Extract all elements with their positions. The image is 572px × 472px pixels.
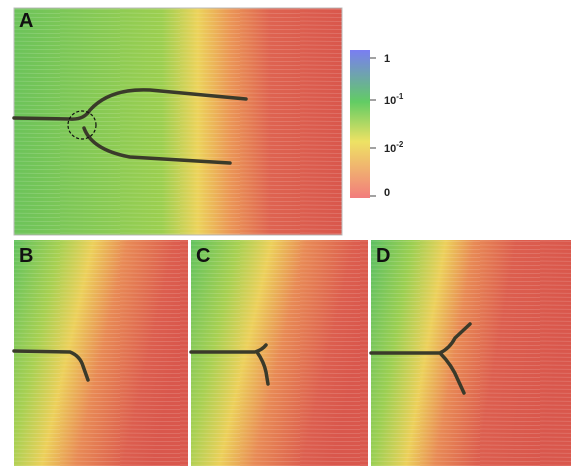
- panel-label: D: [376, 245, 390, 267]
- colorbar-tick-label: 10-2: [384, 140, 404, 155]
- panel-b: B: [14, 240, 188, 466]
- tick-exponent: -1: [396, 92, 404, 101]
- figure: A 1 10-1 10-2 0 B C D: [0, 0, 572, 467]
- tick-base: 10: [384, 143, 396, 155]
- tick-exponent: -2: [396, 140, 404, 149]
- panel-label: C: [196, 245, 210, 267]
- panel-label: B: [19, 245, 33, 267]
- colorbar: 1 10-1 10-2 0: [350, 50, 404, 199]
- panel-label: A: [19, 10, 33, 32]
- colorbar-tick-label: 0: [384, 187, 390, 199]
- panel-d: D: [371, 240, 571, 466]
- panel-a: A: [14, 8, 342, 235]
- panel-c: C: [191, 240, 368, 466]
- colorbar-tick-label: 10-1: [384, 92, 404, 107]
- colorbar-tick-label: 1: [384, 53, 390, 65]
- tick-base: 10: [384, 95, 396, 107]
